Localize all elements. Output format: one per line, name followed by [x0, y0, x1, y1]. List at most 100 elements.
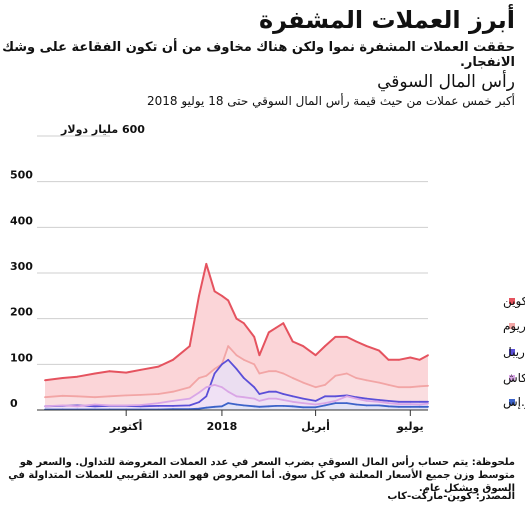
point-ripple: [94, 405, 96, 408]
point-bitcoin_cash: [221, 386, 223, 389]
line-ripple: [44, 358, 428, 408]
area-ripple: [45, 359, 428, 410]
axis-ticks: 0 100 200 300 400 500 600 مليار دولار أكتوبر 201…: [10, 123, 428, 433]
point-ethereum: [258, 372, 261, 375]
point-ripple: [387, 400, 390, 402]
area-eos: [45, 403, 428, 410]
point-ripple: [275, 390, 277, 393]
point-bitcoin: [94, 372, 96, 375]
point-bitcoin: [398, 358, 400, 361]
point-eos: [345, 402, 348, 404]
point-bitcoin_cash: [242, 396, 245, 399]
point-bitcoin_cash: [61, 404, 64, 407]
point-bitcoin: [198, 294, 200, 297]
point-eos: [355, 403, 358, 406]
legend-swatch-eos: [509, 399, 515, 405]
line-ethereum: [44, 345, 429, 399]
point-ethereum: [44, 396, 46, 399]
point-bitcoin: [291, 340, 294, 343]
point-eos: [242, 404, 245, 407]
point-eos: [291, 405, 294, 408]
source-line: المصدر: كوين-ماركت-كاب: [387, 491, 515, 502]
point-bitcoin: [427, 354, 429, 357]
point-ethereum: [387, 384, 390, 386]
point-ripple: [157, 405, 160, 407]
point-eos: [258, 405, 261, 408]
point-ethereum: [314, 386, 317, 389]
point-ethereum: [235, 354, 238, 357]
point-bitcoin: [365, 345, 368, 347]
point-bitcoin_cash: [334, 400, 337, 402]
point-bitcoin: [242, 322, 245, 325]
point-eos: [235, 403, 238, 406]
point-bitcoin_cash: [365, 400, 368, 402]
point-ethereum: [227, 345, 230, 347]
point-bitcoin_cash: [355, 397, 358, 400]
point-ethereum: [427, 384, 429, 387]
point-eos: [302, 406, 304, 409]
y-tick-label: 200: [10, 306, 33, 319]
point-ethereum: [61, 394, 64, 397]
point-bitcoin: [76, 375, 79, 378]
point-bitcoin: [258, 354, 261, 357]
infographic-subtitle: حققت العملات المشفرة نموا ولكن هناك مخاو…: [2, 40, 515, 70]
line-bitcoin_cash: [44, 384, 429, 408]
section-title: رأس المال السوقي: [377, 72, 515, 92]
point-bitcoin_cash: [427, 402, 429, 405]
legend: بيتكوين إثيريوم ريبل بيتكوين كاش إي.أو.إس: [503, 294, 525, 410]
point-bitcoin: [324, 345, 326, 347]
point-eos: [213, 405, 216, 408]
point-ethereum: [213, 368, 216, 370]
infographic-title: أبرز العملات المشفرة: [258, 6, 515, 34]
point-ripple: [302, 397, 304, 400]
point-bitcoin: [275, 326, 277, 329]
point-ripple: [172, 405, 174, 407]
point-ethereum: [139, 394, 142, 396]
point-ripple: [267, 390, 270, 393]
point-ethereum: [282, 372, 285, 375]
point-eos: [378, 404, 380, 407]
point-bitcoin_cash: [314, 403, 317, 406]
point-bitcoin: [355, 340, 358, 343]
point-bitcoin: [61, 377, 64, 379]
x-tick-label: أكتوبر: [109, 419, 143, 433]
point-eos: [409, 405, 412, 408]
point-bitcoin: [235, 317, 238, 320]
legend-swatch-bitcoin_cash: [509, 375, 515, 381]
point-ethereum: [398, 386, 400, 389]
point-bitcoin: [282, 322, 285, 325]
point-bitcoin_cash: [94, 403, 96, 406]
y-tick-label: 400: [10, 214, 33, 227]
point-ripple: [253, 386, 256, 389]
chart-areas: [45, 263, 428, 410]
point-eos: [282, 405, 285, 407]
point-bitcoin_cash: [258, 400, 261, 402]
point-bitcoin: [205, 263, 208, 265]
point-eos: [205, 406, 208, 409]
point-ethereum: [108, 395, 111, 398]
x-tick-label: 2018: [207, 420, 238, 433]
point-ripple: [409, 400, 412, 403]
point-bitcoin: [125, 371, 128, 374]
point-bitcoin_cash: [398, 403, 400, 405]
y-tick-label: 300: [10, 260, 33, 273]
point-ripple: [324, 395, 326, 398]
point-bitcoin_cash: [227, 390, 230, 393]
point-ripple: [334, 395, 337, 398]
point-bitcoin: [227, 299, 230, 302]
point-ethereum: [302, 381, 304, 384]
point-ethereum: [409, 386, 412, 389]
legend-swatch-ethereum: [509, 323, 515, 329]
point-eos: [398, 405, 400, 408]
point-eos: [253, 405, 256, 408]
point-ethereum: [324, 384, 326, 386]
point-bitcoin_cash: [282, 399, 285, 401]
point-ripple: [418, 400, 421, 403]
legend-swatch-bitcoin: [509, 298, 515, 304]
point-eos: [334, 402, 337, 404]
point-ethereum: [125, 394, 128, 397]
point-bitcoin: [44, 379, 46, 382]
point-eos: [314, 406, 317, 409]
point-bitcoin_cash: [76, 405, 79, 408]
point-bitcoin_cash: [418, 403, 421, 406]
